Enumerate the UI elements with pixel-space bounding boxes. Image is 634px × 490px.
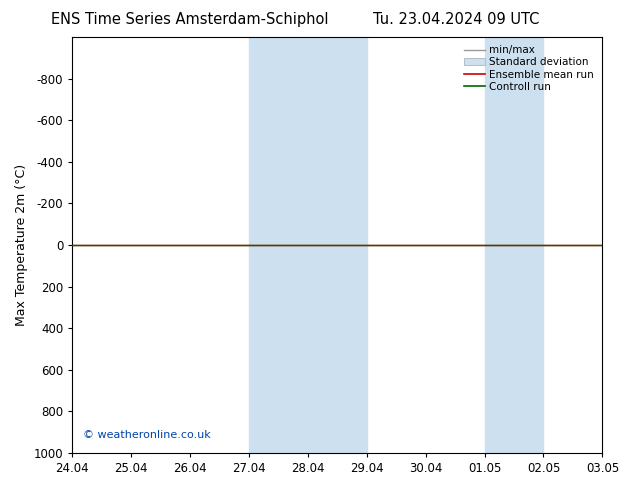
Text: © weatheronline.co.uk: © weatheronline.co.uk <box>83 431 210 441</box>
Text: Tu. 23.04.2024 09 UTC: Tu. 23.04.2024 09 UTC <box>373 12 540 27</box>
Y-axis label: Max Temperature 2m (°C): Max Temperature 2m (°C) <box>15 164 28 326</box>
Bar <box>484 37 543 453</box>
Bar <box>249 37 366 453</box>
Text: ENS Time Series Amsterdam-Schiphol: ENS Time Series Amsterdam-Schiphol <box>51 12 329 27</box>
Legend: min/max, Standard deviation, Ensemble mean run, Controll run: min/max, Standard deviation, Ensemble me… <box>461 42 597 95</box>
